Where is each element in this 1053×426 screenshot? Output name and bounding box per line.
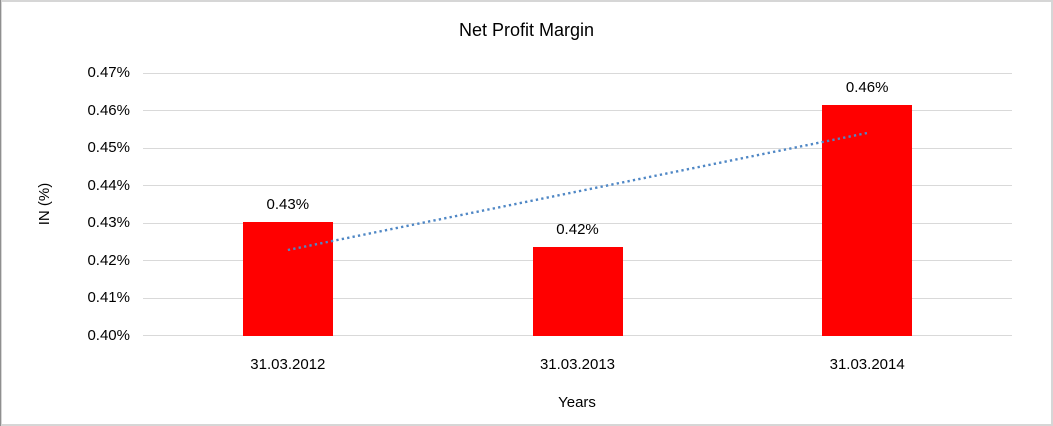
bar-31.03.2013[interactable] <box>532 247 623 336</box>
y-tick-label: 0.44% <box>87 176 130 194</box>
y-tick-label: 0.47% <box>87 64 130 81</box>
y-tick-label: 0.40% <box>87 326 130 344</box>
y-tick-label: 0.43% <box>87 214 130 231</box>
data-label: 0.42% <box>556 221 599 239</box>
x-tick-label: 31.03.2014 <box>829 356 905 373</box>
bar-31.03.2014[interactable] <box>822 105 913 336</box>
data-label: 0.46% <box>845 79 889 97</box>
chart-border-left <box>0 0 1 426</box>
gridline <box>143 72 1012 74</box>
y-tick-label: 0.45% <box>87 139 130 156</box>
chart-title: Net Profit Margin <box>458 20 595 40</box>
bar-31.03.2012[interactable] <box>242 221 333 336</box>
data-label: 0.43% <box>266 195 310 213</box>
gridline <box>143 335 1012 336</box>
y-tick-label: 0.42% <box>87 251 130 269</box>
gridline <box>143 110 1012 111</box>
x-tick-label: 31.03.2012 <box>250 356 326 373</box>
x-tick-label: 31.03.2013 <box>539 356 616 373</box>
x-axis-title: Years <box>558 394 596 411</box>
y-tick-label: 0.41% <box>87 289 130 306</box>
y-tick-label: 0.46% <box>87 101 130 119</box>
